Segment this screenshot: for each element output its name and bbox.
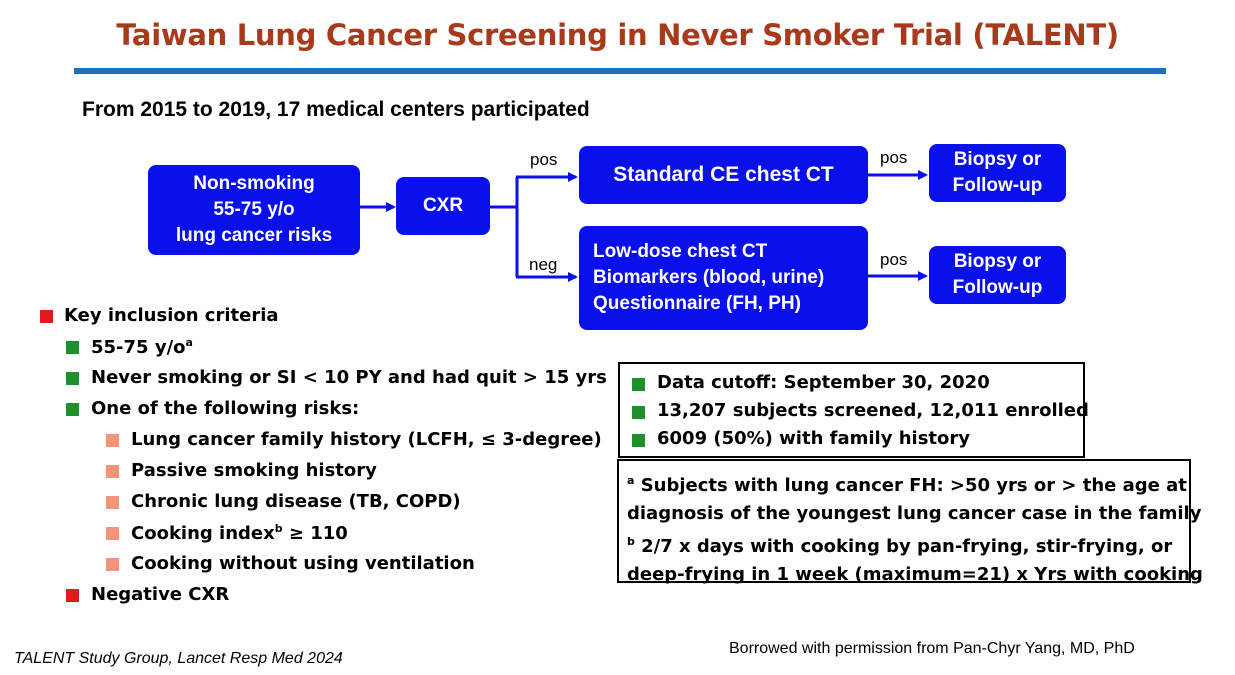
slide-title: Taiwan Lung Cancer Screening in Never Sm… [116,18,1119,52]
bullet-red-square [40,310,53,323]
pos-label-top-right: pos [880,148,908,167]
outcome-bottom-line-2: Follow-up [952,277,1043,298]
outcome-top-box: Biopsy or Follow-up [929,144,1066,202]
standard-ct-box: Standard CE chest CT [579,146,868,204]
title-underline [74,68,1166,74]
criteria-age-text: 55-75 y/o [91,337,186,358]
outcome-top-line-2: Follow-up [952,175,1043,196]
bullet-green-square [632,434,645,447]
bullet-salmon-square [106,558,119,571]
low-dose-line-1: Low-dose chest CT [593,241,768,262]
criteria-age: 55-75 y/oa [91,336,193,358]
start-box: Non-smoking 55-75 y/o lung cancer risks [148,165,360,255]
bullet-green-square [632,406,645,419]
criteria-risks-heading: One of the following risks: [91,398,360,419]
criteria-heading: Key inclusion criteria [64,305,279,326]
data-family-history: 6009 (50%) with family history [657,428,971,449]
risk-item: Cooking indexb ≥ 110 [131,522,348,544]
start-line-1: Non-smoking [193,173,315,194]
bullet-salmon-square [106,434,119,447]
criteria-age-sup: a [185,336,193,349]
footnote-b-line-2: deep-frying in 1 week (maximum=21) x Yrs… [627,564,1203,585]
bullet-salmon-square [106,465,119,478]
bullet-green-square [66,403,79,416]
outcome-top-line-1: Biopsy or [953,149,1042,170]
low-dose-box: Low-dose chest CT Biomarkers (blood, uri… [579,226,868,330]
bullet-green-square [66,341,79,354]
low-dose-line-2: Biomarkers (blood, urine) [593,267,825,288]
outcome-bottom-line-1: Biopsy or [953,251,1042,272]
risk-item: Cooking without using ventilation [131,553,475,574]
risk-item: Passive smoking history [131,460,377,481]
data-panel: Data cutoff: September 30, 2020 13,207 s… [618,362,1089,458]
pos-label: pos [530,150,558,169]
start-line-3: lung cancer risks [175,225,333,246]
bullet-green-square [66,372,79,385]
risk-item: Chronic lung disease (TB, COPD) [131,491,461,512]
low-dose-line-3: Questionnaire (FH, PH) [593,293,801,314]
bullet-salmon-square [106,496,119,509]
footnotes-panel: a Subjects with lung cancer FH: >50 yrs … [617,459,1203,585]
criteria-never-smoking: Never smoking or SI < 10 PY and had quit… [91,367,607,388]
credit-line: Borrowed with permission from Pan-Chyr Y… [729,640,1135,657]
data-cutoff: Data cutoff: September 30, 2020 [657,372,990,393]
outcome-bottom-box: Biopsy or Follow-up [929,246,1066,304]
standard-ct-label: Standard CE chest CT [613,163,834,186]
data-screened: 13,207 subjects screened, 12,011 enrolle… [657,400,1089,421]
bullet-red-square [66,589,79,602]
citation: TALENT Study Group, Lancet Resp Med 2024 [14,650,343,667]
pos-label-bottom-right: pos [880,250,908,269]
criteria-negative-cxr: Negative CXR [91,584,230,605]
footnote-a-line-1: a Subjects with lung cancer FH: >50 yrs … [627,474,1187,496]
cxr-box: CXR [396,177,490,235]
neg-label: neg [529,255,558,274]
footnote-a-line-2: diagnosis of the youngest lung cancer ca… [627,503,1202,524]
cxr-label: CXR [422,195,464,216]
subtitle: From 2015 to 2019, 17 medical centers pa… [82,98,590,121]
start-line-2: 55-75 y/o [213,199,295,220]
bullet-salmon-square [106,527,119,540]
bullet-green-square [632,378,645,391]
risk-item: Lung cancer family history (LCFH, ≤ 3-de… [131,429,602,450]
footnote-b-line-1: b 2/7 x days with cooking by pan-frying,… [627,535,1173,557]
